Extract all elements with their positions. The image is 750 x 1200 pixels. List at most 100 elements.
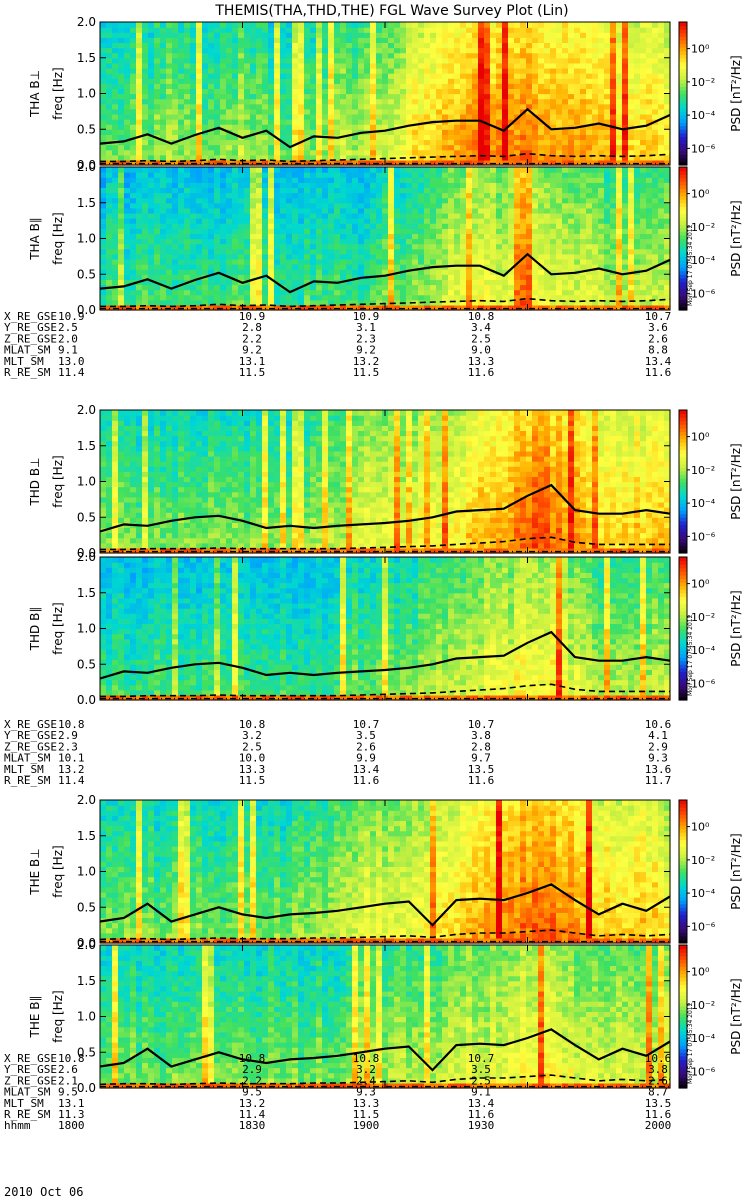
spectrogram-cell — [268, 264, 275, 270]
spectrogram-cell — [298, 159, 305, 166]
spectrogram-cell — [346, 294, 353, 301]
spectrogram-cell — [562, 144, 569, 151]
spectrogram-cell — [610, 149, 617, 156]
spectrogram-cell — [304, 62, 311, 69]
colorbar-segment — [679, 57, 687, 62]
spectrogram-cell — [394, 212, 401, 219]
spectrogram-cell — [250, 207, 257, 214]
spectrogram-cell — [286, 258, 293, 265]
spectrogram-cell — [544, 154, 551, 161]
spectrogram-cell — [562, 177, 569, 183]
spectrogram-cell — [244, 57, 251, 64]
spectrogram-cell — [580, 289, 587, 296]
spectrogram-cell — [238, 228, 245, 234]
spectrogram-cell — [286, 294, 293, 301]
spectrogram-cell — [124, 134, 131, 141]
spectrogram-cell — [400, 177, 407, 183]
spectrogram-cell — [106, 52, 113, 59]
spectrogram-cell — [394, 294, 401, 301]
spectrogram-cell — [574, 172, 581, 178]
spectrogram-cell — [622, 52, 629, 59]
spectrogram-cell — [484, 172, 491, 178]
spectrogram-cell — [334, 289, 341, 296]
spectrogram-cell — [328, 172, 335, 178]
spectrogram-cell — [184, 67, 191, 74]
spectrogram-cell — [268, 228, 275, 234]
spectrogram-cell — [322, 248, 329, 255]
spectrogram-cell — [532, 149, 539, 156]
spectrogram-cell — [334, 27, 341, 33]
spectrogram-cell — [292, 253, 299, 260]
spectrogram-cell — [562, 67, 569, 74]
spectrogram-cell — [310, 159, 317, 166]
spectrogram-cell — [214, 73, 221, 79]
spectrogram-cell — [280, 223, 287, 229]
spectrogram-cell — [370, 233, 377, 240]
spectrogram-cell — [250, 57, 257, 64]
spectrogram-cell — [100, 62, 107, 69]
spectrogram-cell — [466, 159, 473, 166]
spectrogram-cell — [538, 149, 545, 156]
spectrogram-cell — [196, 299, 203, 306]
spectrogram-cell — [592, 154, 599, 161]
spectrogram-cell — [382, 299, 389, 306]
spectrogram-cell — [172, 228, 179, 234]
spectrogram-cell — [490, 202, 497, 209]
spectrogram-cell — [160, 149, 167, 156]
spectrogram-cell — [628, 67, 635, 74]
spectrogram-cell — [418, 22, 425, 28]
spectrogram-cell — [400, 52, 407, 59]
spectrogram-cell — [280, 299, 287, 306]
spectrogram-cell — [490, 177, 497, 183]
spectrogram-cell — [388, 88, 395, 95]
spectrogram-cell — [628, 37, 635, 44]
spectrogram-cell — [262, 197, 269, 204]
spectrogram-cell — [370, 228, 377, 234]
spectrogram-cell — [406, 159, 413, 166]
spectrogram-cell — [514, 47, 521, 54]
spectrogram-cell — [646, 22, 653, 28]
spectrogram-cell — [166, 62, 173, 69]
spectrogram-cell — [532, 172, 539, 178]
spectrogram-cell — [316, 202, 323, 209]
spectrogram-cell — [172, 159, 179, 166]
spectrogram-cell — [214, 52, 221, 59]
spectrogram-cell — [460, 73, 467, 79]
spectrogram-cell — [178, 253, 185, 260]
spectrogram-cell — [526, 119, 533, 125]
spectrogram-cell — [226, 52, 233, 59]
spectrogram-cell — [202, 218, 209, 224]
spectrogram-cell — [496, 93, 503, 100]
spectrogram-cell — [328, 207, 335, 214]
spectrogram-cell — [634, 22, 641, 28]
spectrogram-cell — [376, 47, 383, 54]
spectrogram-cell — [100, 88, 107, 95]
spectrogram-cell — [430, 223, 437, 229]
spectrogram-cell — [214, 284, 221, 291]
spectrogram-cell — [340, 37, 347, 44]
spectrogram-cell — [364, 264, 371, 270]
spectrogram-cell — [448, 212, 455, 219]
spectrogram-cell — [604, 129, 611, 135]
spectrogram-cell — [274, 113, 281, 120]
spectrogram-cell — [172, 144, 179, 151]
spectrogram-cell — [424, 253, 431, 260]
spectrogram-cell — [364, 139, 371, 146]
spectrogram-cell — [598, 73, 605, 79]
spectrogram-cell — [406, 52, 413, 59]
spectrogram-cell — [370, 202, 377, 209]
spectrogram-cell — [172, 289, 179, 296]
spectrogram-cell — [154, 172, 161, 178]
spectrogram-cell — [262, 304, 269, 311]
spectrogram-cell — [274, 223, 281, 229]
spectrogram-cell — [172, 248, 179, 255]
spectrogram-cell — [232, 52, 239, 59]
spectrogram-cell — [112, 192, 119, 199]
spectrogram-cell — [310, 264, 317, 270]
spectrogram-cell — [346, 47, 353, 54]
spectrogram-cell — [358, 192, 365, 199]
spectrogram-cell — [358, 197, 365, 204]
spectrogram-cell — [466, 177, 473, 183]
spectrogram-cell — [646, 57, 653, 64]
spectrogram-cell — [394, 182, 401, 189]
